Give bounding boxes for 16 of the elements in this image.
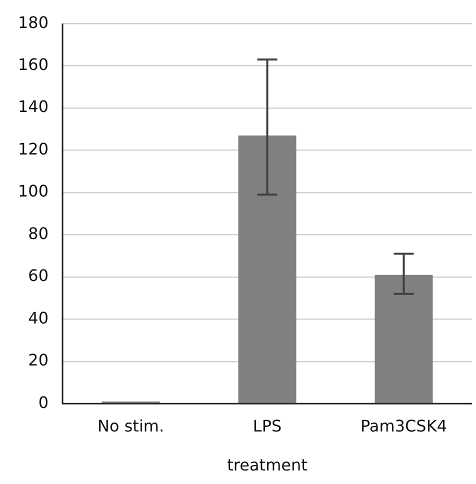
x-axis-title: treatment	[227, 456, 308, 475]
y-tick-label: 80	[28, 224, 49, 243]
y-tick-label: 160	[18, 54, 49, 74]
x-tick-label: LPS	[252, 416, 282, 436]
y-tick-label: 20	[28, 350, 49, 370]
y-tick-label: 120	[18, 139, 49, 158]
y-tick-label: 140	[18, 97, 49, 116]
x-tick-label: No stim.	[97, 416, 164, 436]
bar	[238, 135, 296, 403]
y-tick-label: 0	[38, 392, 49, 412]
bar	[374, 274, 433, 403]
y-tick-label: 180	[18, 12, 49, 32]
y-tick-label: 100	[18, 182, 49, 201]
y-tick-label: 40	[28, 308, 49, 328]
y-tick-label: 60	[28, 266, 49, 286]
x-tick-label: Pam3CSK4	[360, 416, 448, 436]
